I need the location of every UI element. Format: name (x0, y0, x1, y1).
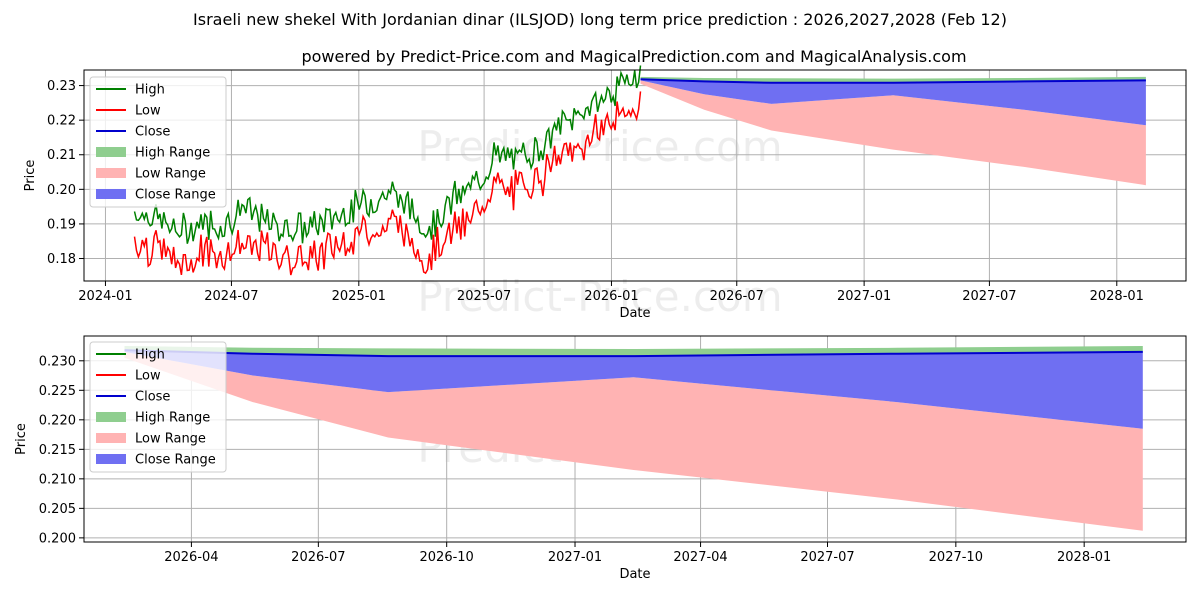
y-tick-label: 0.220 (39, 413, 76, 428)
x-tick-label: 2026-01 (584, 289, 638, 304)
close-range-area (124, 350, 1143, 429)
x-tick-label: 2026-04 (164, 550, 218, 565)
legend-label-high-range: High Range (135, 146, 210, 161)
x-tick-label: 2026-07 (710, 289, 764, 304)
high-line (133, 65, 642, 244)
y-tick-label: 0.18 (47, 252, 76, 267)
legend-label-high-range: High Range (135, 411, 210, 426)
legend-label-low-range: Low Range (135, 432, 206, 447)
x-tick-label: 2027-07 (962, 289, 1016, 304)
x-tick-label: 2027-10 (929, 550, 983, 565)
y-axis-label: Price (23, 160, 38, 192)
low-line (133, 91, 642, 276)
legend-label-low: Low (135, 104, 161, 119)
watermark-text: Predict-Price.com (417, 272, 782, 321)
y-tick-label: 0.205 (39, 502, 76, 517)
legend-swatch-high-range (96, 147, 126, 157)
legend-label-close-range: Close Range (135, 188, 216, 203)
x-tick-label: 2024-07 (204, 289, 258, 304)
legend-label-high: High (135, 348, 165, 363)
legend-swatch-close-range (96, 189, 126, 199)
legend-label-close: Close (135, 390, 170, 405)
legend-swatch-low-range (96, 433, 126, 443)
legend-label-high: High (135, 83, 165, 98)
top-chart-panel: Predict-Price.comPredict-Price.com2024-0… (23, 65, 1187, 321)
x-axis-label: Date (619, 306, 650, 321)
x-tick-label: 2026-10 (420, 550, 474, 565)
legend: High Low Close High Range Low Range Close Ran… (89, 341, 227, 473)
x-tick-label: 2028-01 (1057, 550, 1111, 565)
close-line (124, 349, 1143, 358)
x-tick-label: 2027-07 (800, 550, 854, 565)
legend-swatch-close-range (96, 454, 126, 464)
y-tick-label: 0.19 (47, 217, 76, 232)
y-tick-label: 0.230 (39, 354, 76, 369)
y-tick-label: 0.210 (39, 472, 76, 487)
y-tick-label: 0.215 (39, 443, 76, 458)
legend-label-low: Low (135, 369, 161, 384)
y-tick-label: 0.22 (47, 114, 76, 129)
x-tick-label: 2025-07 (457, 289, 511, 304)
legend-label-close-range: Close Range (135, 453, 216, 468)
bottom-chart-panel: Predict-Price.com2026-042026-072026-1020… (14, 335, 1187, 582)
y-tick-label: 0.225 (39, 384, 76, 399)
chart-subtitle: powered by Predict-Price.com and Magical… (301, 47, 966, 66)
y-tick-label: 0.21 (47, 148, 76, 163)
legend-label-low-range: Low Range (135, 167, 206, 182)
plot-frame (83, 335, 1187, 543)
x-tick-label: 2024-01 (78, 289, 132, 304)
legend-swatch-high-range (96, 412, 126, 422)
x-tick-label: 2025-01 (332, 289, 386, 304)
plot-frame (83, 69, 1187, 282)
y-tick-label: 0.200 (39, 531, 76, 546)
legend-swatch-low-range (96, 168, 126, 178)
y-axis-label: Price (14, 423, 29, 455)
x-tick-label: 2027-01 (837, 289, 891, 304)
close-range-area (640, 79, 1146, 126)
legend-label-close: Close (135, 125, 170, 140)
y-tick-label: 0.23 (47, 79, 76, 94)
x-tick-label: 2027-01 (548, 550, 602, 565)
x-tick-label: 2026-07 (291, 550, 345, 565)
x-tick-label: 2027-04 (673, 550, 727, 565)
close-line (640, 78, 1146, 84)
x-tick-label: 2028-01 (1090, 289, 1144, 304)
legend: High Low Close High Range Low Range Close Ran… (89, 76, 227, 208)
y-tick-label: 0.20 (47, 183, 76, 198)
x-axis-label: Date (619, 567, 650, 582)
low-range-area (124, 351, 1143, 531)
chart-title: Israeli new shekel With Jordanian dinar … (193, 10, 1007, 29)
low-range-area (640, 80, 1146, 186)
